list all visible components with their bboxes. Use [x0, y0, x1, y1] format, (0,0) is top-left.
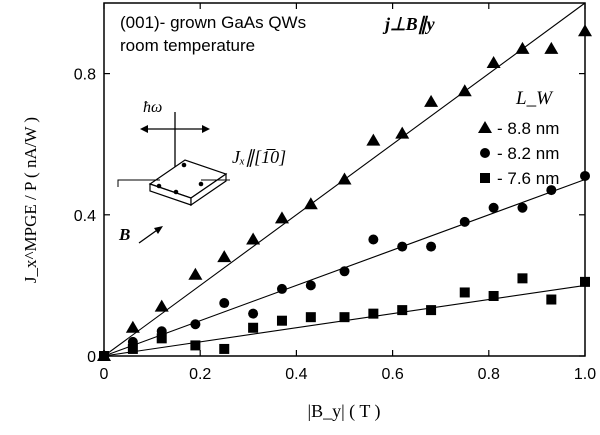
data-point-square [99, 351, 109, 361]
legend-label: - 8.8 nm [497, 119, 559, 138]
contact-dot [181, 162, 187, 168]
data-point-square [426, 305, 437, 316]
data-point-triangle [366, 133, 381, 146]
legend-label: - 8.2 nm [497, 144, 559, 163]
data-point-triangle [188, 267, 203, 280]
data-point-square [339, 312, 350, 323]
data-point-triangle [578, 24, 592, 37]
ticks-layer: 0 0.2 0.4 0.6 0.8 1.0 0 0.4 0.8 [74, 3, 596, 383]
sample-label-line1: (001)- grown GaAs QWs [120, 13, 306, 32]
data-point-triangle [274, 211, 289, 224]
x-tick-label: 0.6 [381, 366, 403, 383]
data-point-circle [397, 241, 408, 252]
contact-wire-left [117, 179, 160, 187]
legend: - 8.8 nm - 8.2 nm - 7.6 nm [478, 119, 559, 188]
current-label: Jₓ∥[1̅0] [232, 147, 286, 167]
legend-title: L_W [515, 88, 554, 109]
data-point-triangle [303, 197, 318, 210]
data-point-circle [190, 319, 201, 330]
data-point-square [459, 287, 470, 298]
y-tick-label: 0.4 [74, 208, 96, 225]
data-point-triangle [395, 126, 410, 139]
photon-label: ħω [143, 99, 162, 116]
field-arrowhead [154, 226, 163, 234]
data-point-square [127, 343, 138, 354]
contact-dot [173, 189, 179, 195]
x-tick-label: 0.2 [189, 366, 211, 383]
x-tick-label: 1.0 [574, 366, 596, 383]
data-point-square [580, 276, 590, 287]
data-point-square [488, 290, 499, 301]
legend-marker-triangle [478, 121, 492, 133]
data-point-circle [459, 216, 470, 227]
y-axis-title: J_x^MPGE / P ( nA/W ) [21, 117, 40, 283]
data-point-square [190, 340, 201, 351]
data-point-circle [580, 170, 590, 181]
data-point-triangle [337, 172, 352, 185]
data-point-circle [426, 241, 437, 252]
data-point-triangle [154, 299, 169, 312]
data-point-triangle [424, 94, 439, 107]
data-markers [97, 24, 592, 361]
contact-dot [198, 181, 204, 187]
data-point-triangle [246, 232, 261, 245]
legend-marker-square [480, 173, 490, 183]
legend-marker-circle [480, 148, 490, 158]
data-point-triangle [217, 250, 232, 263]
x-axis-title: |B_y| ( T ) [307, 401, 380, 422]
y-tick-label: 0 [87, 349, 96, 366]
data-point-circle [248, 308, 259, 319]
data-point-square [248, 322, 259, 333]
data-point-circle [219, 298, 230, 309]
data-point-circle [488, 202, 499, 213]
sample-label-line2: room temperature [120, 36, 255, 55]
data-point-triangle [544, 41, 559, 54]
data-point-square [546, 294, 557, 305]
y-tick-label: 0.8 [74, 67, 96, 84]
data-point-square [276, 315, 287, 326]
data-point-square [219, 343, 230, 354]
data-point-circle [368, 234, 379, 245]
x-tick-label: 0 [100, 366, 109, 383]
data-point-circle [339, 266, 350, 277]
sample-side-face [190, 172, 227, 207]
data-point-triangle [457, 84, 472, 97]
polarization-arrowhead-right [202, 125, 210, 133]
data-point-circle [546, 185, 557, 196]
legend-label: - 7.6 nm [497, 169, 559, 188]
contact-dot [156, 183, 162, 189]
field-label: B [118, 225, 130, 244]
data-point-square [517, 273, 528, 284]
data-point-circle [276, 283, 287, 294]
data-point-square [397, 305, 408, 316]
data-point-square [368, 308, 379, 319]
data-point-triangle [125, 320, 140, 333]
sample-sketch: ħω Jₓ∥[1̅0] B [117, 99, 286, 244]
data-point-circle [305, 280, 316, 291]
geometry-label: j⊥B∥y [382, 14, 436, 35]
data-point-circle [517, 202, 528, 213]
x-tick-label: 0.8 [478, 366, 500, 383]
polarization-arrowhead-left [140, 125, 148, 133]
x-tick-label: 0.4 [285, 366, 307, 383]
data-point-triangle [515, 41, 530, 54]
data-point-square [156, 333, 167, 344]
data-point-triangle [486, 56, 501, 69]
data-point-square [305, 312, 316, 323]
